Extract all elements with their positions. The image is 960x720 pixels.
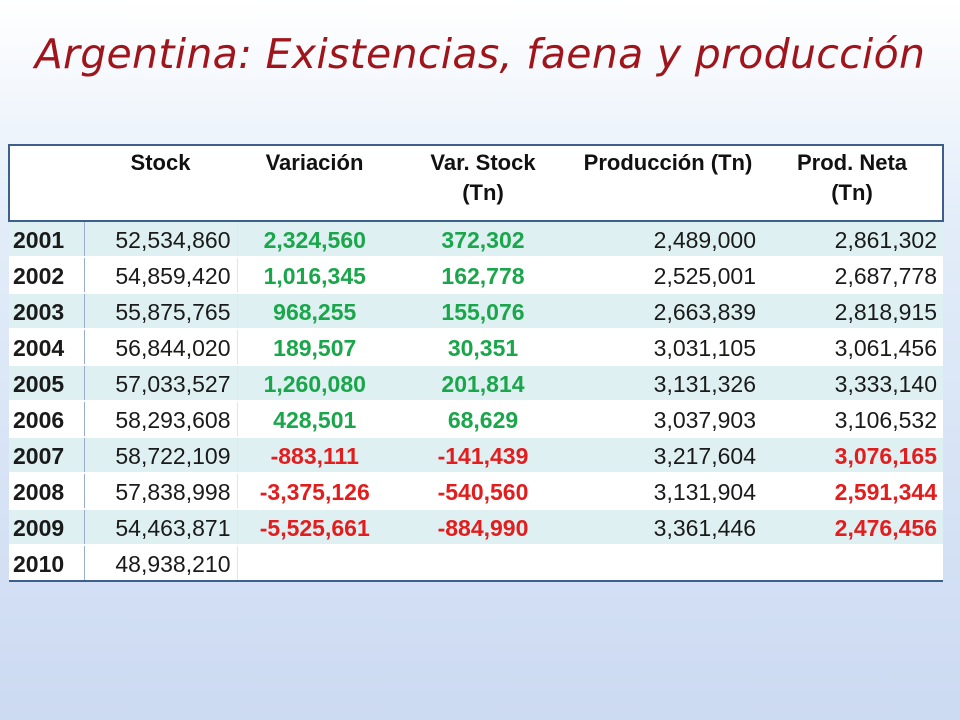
data-table: Stock Variación Var. Stock (Tn) Producci… [8, 144, 944, 582]
header-produccion: Producción (Tn) [574, 144, 762, 222]
cell-variacion: -5,525,661 [237, 509, 392, 546]
cell-variacion: 968,255 [237, 293, 392, 330]
cell-stock: 57,838,998 [84, 473, 238, 510]
cell-var-stock: 155,076 [392, 293, 574, 330]
cell-var-stock: -884,990 [392, 509, 574, 546]
cell-year: 2008 [9, 473, 85, 510]
table-row: 2008 57,838,998 -3,375,126 -540,560 3,131,90… [9, 473, 943, 510]
cell-year: 2001 [9, 221, 85, 258]
cell-produccion: 3,217,604 [574, 437, 762, 474]
cell-year: 2005 [9, 365, 85, 402]
cell-produccion: 3,031,105 [574, 329, 762, 366]
cell-produccion: 3,037,903 [574, 401, 762, 438]
cell-var-stock: 162,778 [392, 257, 574, 294]
cell-var-stock: -540,560 [392, 473, 574, 510]
table-row: 2003 55,875,765 968,255 155,076 2,663,839 2,8… [9, 293, 943, 330]
cell-produccion: 3,131,904 [574, 473, 762, 510]
cell-prod-neta [762, 545, 943, 582]
data-table-container: Stock Variación Var. Stock (Tn) Producci… [8, 144, 944, 582]
cell-stock: 54,859,420 [84, 257, 238, 294]
header-year [8, 144, 84, 222]
table-row: 2006 58,293,608 428,501 68,629 3,037,903 3,10… [9, 401, 943, 438]
cell-prod-neta: 3,076,165 [762, 437, 943, 474]
cell-var-stock: 30,351 [392, 329, 574, 366]
cell-variacion: -883,111 [237, 437, 392, 474]
cell-var-stock: -141,439 [392, 437, 574, 474]
header-prod-neta-line2: (Tn) [831, 180, 873, 205]
cell-variacion: 1,016,345 [237, 257, 392, 294]
cell-produccion [574, 545, 762, 582]
cell-produccion: 2,525,001 [574, 257, 762, 294]
cell-year: 2006 [9, 401, 85, 438]
table-header-row: Stock Variación Var. Stock (Tn) Producci… [8, 144, 944, 222]
cell-stock: 56,844,020 [84, 329, 238, 366]
cell-year: 2002 [9, 257, 85, 294]
cell-variacion [237, 545, 392, 582]
cell-variacion: 189,507 [237, 329, 392, 366]
cell-prod-neta: 2,476,456 [762, 509, 943, 546]
cell-stock: 48,938,210 [84, 545, 238, 582]
header-stock: Stock [84, 144, 237, 222]
cell-year: 2009 [9, 509, 85, 546]
cell-prod-neta: 2,687,778 [762, 257, 943, 294]
cell-prod-neta: 2,818,915 [762, 293, 943, 330]
cell-produccion: 2,663,839 [574, 293, 762, 330]
cell-var-stock [392, 545, 574, 582]
table-row: 2005 57,033,527 1,260,080 201,814 3,131,326 3… [9, 365, 943, 402]
cell-variacion: 2,324,560 [237, 221, 392, 258]
cell-var-stock: 68,629 [392, 401, 574, 438]
cell-stock: 57,033,527 [84, 365, 238, 402]
cell-produccion: 3,361,446 [574, 509, 762, 546]
header-var-stock-line1: Var. Stock [430, 150, 536, 175]
cell-prod-neta: 3,333,140 [762, 365, 943, 402]
header-var-stock: Var. Stock (Tn) [392, 144, 574, 222]
cell-stock: 54,463,871 [84, 509, 238, 546]
table-row: 2007 58,722,109 -883,111 -141,439 3,217,604 3… [9, 437, 943, 474]
cell-year: 2004 [9, 329, 85, 366]
cell-produccion: 2,489,000 [574, 221, 762, 258]
cell-var-stock: 201,814 [392, 365, 574, 402]
cell-stock: 58,293,608 [84, 401, 238, 438]
cell-year: 2003 [9, 293, 85, 330]
cell-produccion: 3,131,326 [574, 365, 762, 402]
cell-var-stock: 372,302 [392, 221, 574, 258]
slide-title: Argentina: Existencias, faena y producci… [34, 30, 926, 78]
cell-year: 2007 [9, 437, 85, 474]
cell-variacion: 428,501 [237, 401, 392, 438]
cell-stock: 52,534,860 [84, 221, 238, 258]
cell-year: 2010 [9, 545, 85, 582]
cell-variacion: 1,260,080 [237, 365, 392, 402]
table-body: 2001 52,534,860 2,324,560 372,302 2,489,000 2… [9, 221, 943, 582]
table-row: 2002 54,859,420 1,016,345 162,778 2,525,001 2… [9, 257, 943, 294]
header-var-stock-line2: (Tn) [462, 180, 504, 205]
cell-prod-neta: 3,106,532 [762, 401, 943, 438]
table-row: 2009 54,463,871 -5,525,661 -884,990 3,361,44… [9, 509, 943, 546]
table-row: 2001 52,534,860 2,324,560 372,302 2,489,000 2… [9, 221, 943, 258]
cell-stock: 55,875,765 [84, 293, 238, 330]
cell-prod-neta: 3,061,456 [762, 329, 943, 366]
header-prod-neta: Prod. Neta (Tn) [762, 144, 944, 222]
header-prod-neta-line1: Prod. Neta [796, 150, 908, 175]
table-row: 2004 56,844,020 189,507 30,351 3,031,105 3,06… [9, 329, 943, 366]
table-row: 2010 48,938,210 [9, 545, 943, 582]
cell-stock: 58,722,109 [84, 437, 238, 474]
header-variacion: Variación [237, 144, 392, 222]
cell-prod-neta: 2,591,344 [762, 473, 943, 510]
cell-variacion: -3,375,126 [237, 473, 392, 510]
cell-prod-neta: 2,861,302 [762, 221, 943, 258]
